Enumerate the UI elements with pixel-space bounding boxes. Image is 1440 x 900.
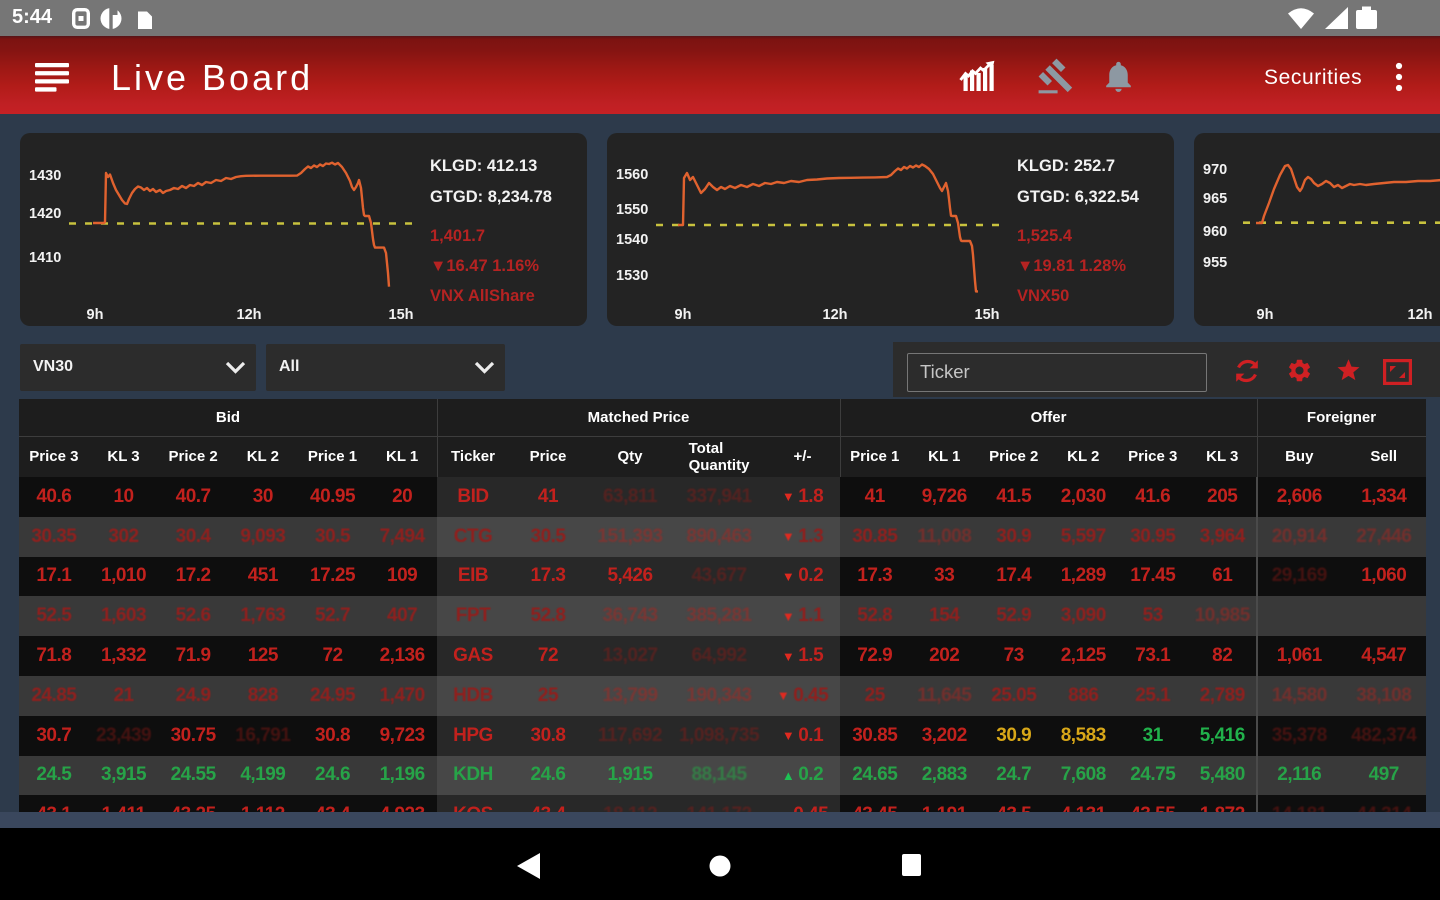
svg-text:GTGD: 6,322.54: GTGD: 6,322.54 <box>1017 188 1140 206</box>
svg-text:1560: 1560 <box>616 167 648 183</box>
svg-text:▼16.47 1.16%: ▼16.47 1.16% <box>430 257 539 275</box>
svg-text:960: 960 <box>1203 224 1227 240</box>
svg-text:15h: 15h <box>389 307 414 323</box>
svg-text:1550: 1550 <box>616 202 648 218</box>
svg-text:12h: 12h <box>1408 307 1433 323</box>
svg-text:9h: 9h <box>1257 307 1274 323</box>
svg-text:1530: 1530 <box>616 268 648 284</box>
svg-text:970: 970 <box>1203 162 1227 178</box>
svg-text:KLGD: 412.13: KLGD: 412.13 <box>430 157 537 175</box>
svg-text:9h: 9h <box>675 307 692 323</box>
svg-text:15h: 15h <box>975 307 1000 323</box>
svg-text:9h: 9h <box>87 307 104 323</box>
svg-text:VNX AllShare: VNX AllShare <box>430 287 535 305</box>
svg-text:1,525.4: 1,525.4 <box>1017 227 1073 245</box>
svg-text:GTGD: 8,234.78: GTGD: 8,234.78 <box>430 188 552 206</box>
svg-text:12h: 12h <box>237 307 262 323</box>
svg-text:1430: 1430 <box>29 168 61 184</box>
svg-text:VNX50: VNX50 <box>1017 287 1069 305</box>
svg-text:▼19.81 1.28%: ▼19.81 1.28% <box>1017 257 1126 275</box>
svg-text:965: 965 <box>1203 191 1227 207</box>
svg-text:12h: 12h <box>823 307 848 323</box>
svg-text:955: 955 <box>1203 255 1227 271</box>
svg-text:1,401.7: 1,401.7 <box>430 227 485 245</box>
svg-text:1410: 1410 <box>29 250 61 266</box>
svg-text:1420: 1420 <box>29 206 61 222</box>
svg-text:1540: 1540 <box>616 232 648 248</box>
svg-text:KLGD: 252.7: KLGD: 252.7 <box>1017 157 1115 175</box>
